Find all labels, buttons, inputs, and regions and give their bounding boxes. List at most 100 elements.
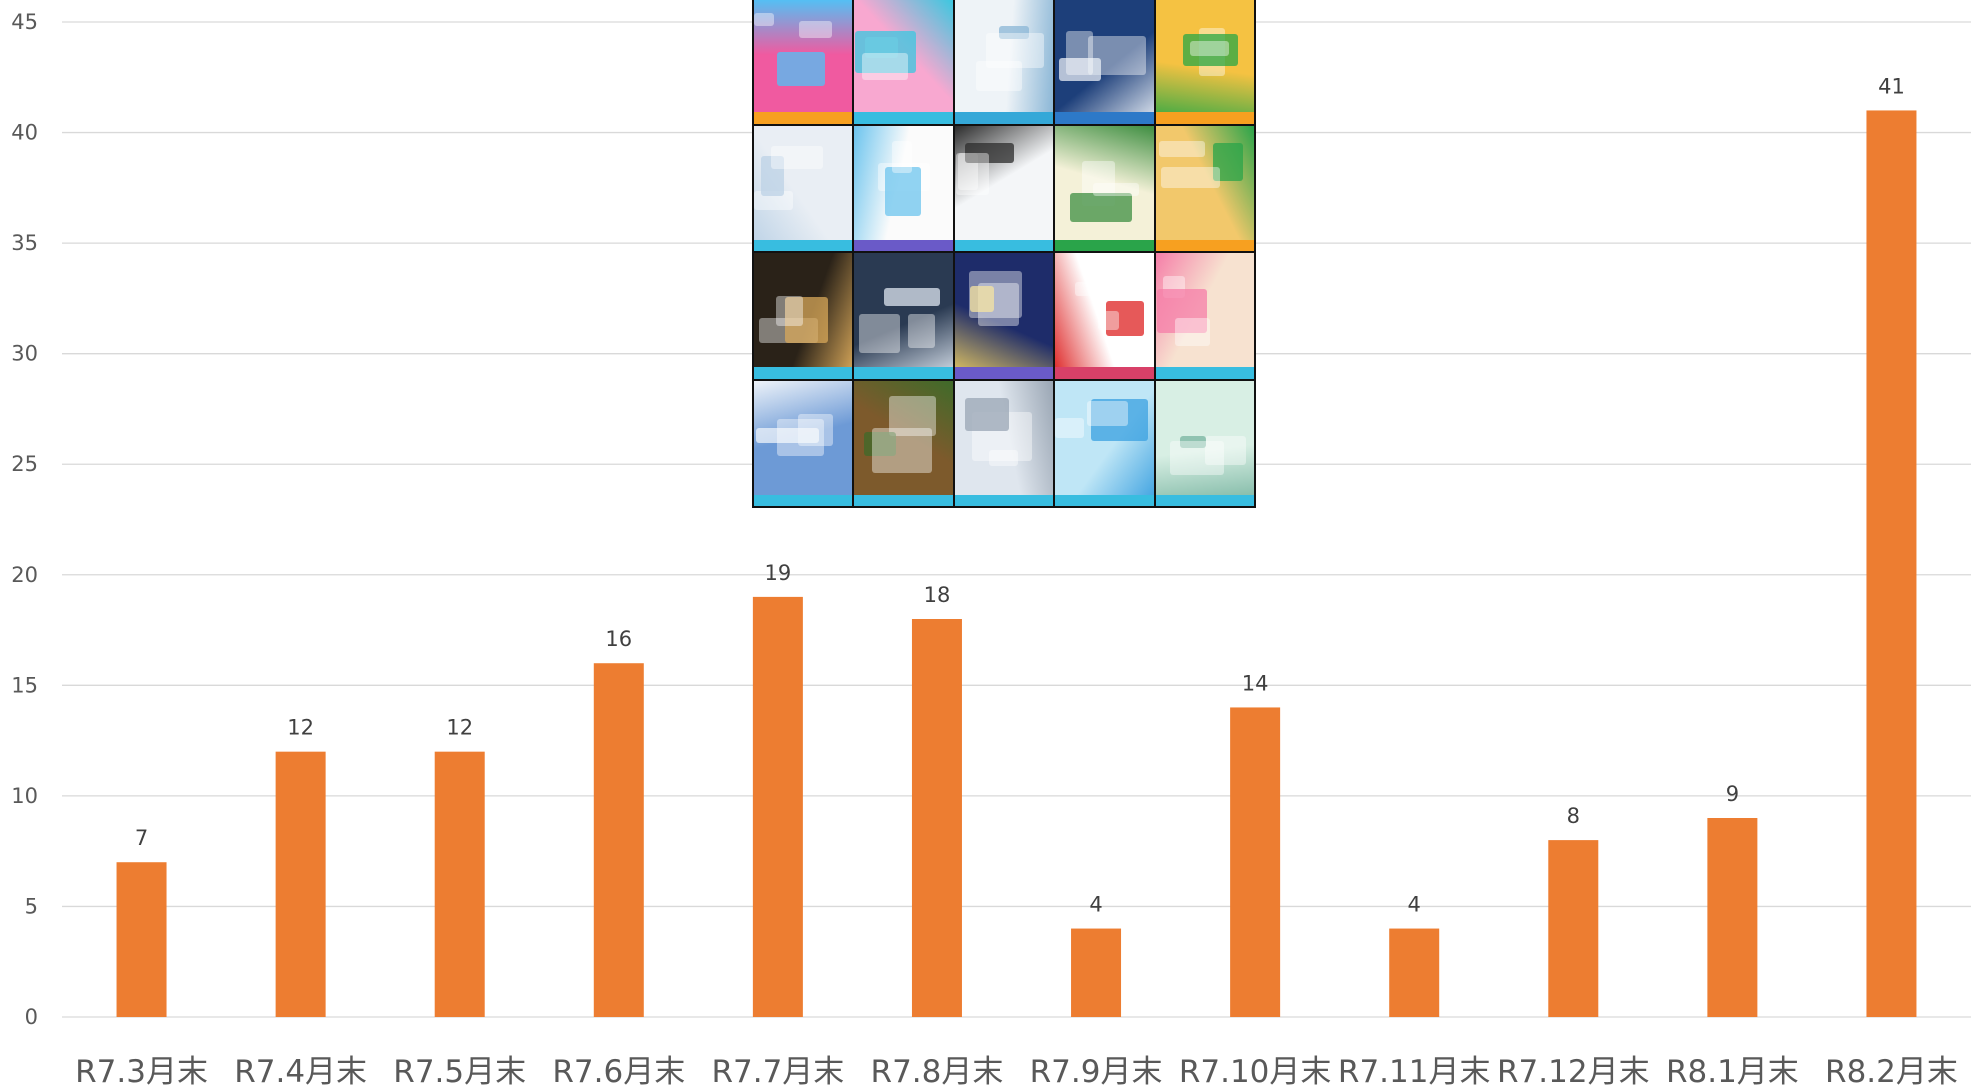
poster-graphic-shape bbox=[968, 270, 1022, 319]
poster-thumbnail bbox=[954, 0, 1054, 124]
data-label: 9 bbox=[1726, 782, 1739, 806]
y-tick-label: 40 bbox=[11, 121, 38, 145]
poster-thumbnail bbox=[854, 380, 953, 506]
poster-graphic-shape bbox=[891, 140, 913, 174]
poster-graphic-shape bbox=[1160, 166, 1220, 189]
poster-graphic-shape bbox=[1074, 281, 1128, 296]
x-category-label: R7.11月末 bbox=[1338, 1054, 1491, 1086]
poster-graphic-shape bbox=[864, 431, 896, 456]
y-tick-label: 20 bbox=[11, 563, 38, 587]
bar bbox=[116, 862, 167, 1017]
data-label: 16 bbox=[605, 627, 632, 651]
poster-graphic-shape bbox=[1170, 440, 1225, 475]
poster-graphic-shape bbox=[776, 51, 825, 86]
y-tick-label: 10 bbox=[11, 784, 38, 808]
poster-graphic-shape bbox=[969, 285, 995, 312]
poster-graphic-shape bbox=[755, 428, 819, 444]
poster-graphic-shape bbox=[754, 13, 774, 26]
poster-graphic-shape bbox=[1190, 40, 1230, 56]
poster-graphic-shape bbox=[855, 30, 917, 74]
poster-graphic-shape bbox=[770, 145, 823, 170]
poster-graphic-shape bbox=[862, 53, 908, 80]
poster-graphic-shape bbox=[964, 143, 1014, 164]
poster-graphic-shape bbox=[1069, 193, 1132, 223]
poster-graphic-shape bbox=[888, 395, 937, 436]
poster-thumbnail bbox=[1055, 0, 1154, 124]
poster-graphic-shape bbox=[964, 398, 1009, 431]
data-label: 4 bbox=[1408, 893, 1421, 917]
poster-graphic-shape bbox=[760, 155, 785, 196]
data-label: 8 bbox=[1567, 804, 1580, 828]
data-label: 14 bbox=[1242, 671, 1269, 695]
x-category-label: R7.8月末 bbox=[871, 1054, 1004, 1086]
y-tick-label: 0 bbox=[25, 1005, 38, 1029]
data-labels: 7 12 12 16 19 18 4 14 4 8 9 41 bbox=[135, 74, 1905, 916]
poster-thumbnail bbox=[1155, 0, 1254, 124]
bar bbox=[1230, 707, 1281, 1017]
poster-thumbnail bbox=[954, 380, 1054, 506]
y-tick-label: 35 bbox=[11, 231, 38, 255]
poster-graphic-shape bbox=[884, 166, 922, 216]
poster-collage-image bbox=[752, 0, 1256, 508]
bar bbox=[1707, 818, 1758, 1017]
poster-graphic-shape bbox=[1090, 399, 1148, 441]
poster-thumbnail bbox=[1155, 125, 1254, 251]
x-category-label: R7.4月末 bbox=[234, 1054, 367, 1086]
poster-graphic-shape bbox=[1156, 289, 1207, 334]
poster-thumbnail bbox=[854, 253, 953, 379]
x-category-label: R8.2月末 bbox=[1825, 1054, 1958, 1086]
poster-thumbnail bbox=[854, 0, 953, 124]
poster-thumbnail bbox=[854, 125, 953, 251]
poster-thumbnail bbox=[954, 125, 1054, 251]
poster-thumbnail bbox=[1055, 380, 1154, 506]
poster-thumbnail bbox=[1155, 380, 1254, 506]
poster-graphic-shape bbox=[784, 296, 828, 344]
poster-thumbnail bbox=[754, 125, 853, 251]
poster-graphic-shape bbox=[1097, 310, 1120, 330]
bar bbox=[434, 751, 485, 1017]
poster-graphic-shape bbox=[1180, 435, 1206, 449]
poster-graphic-shape bbox=[799, 20, 832, 39]
bar bbox=[593, 663, 644, 1017]
bar bbox=[275, 751, 326, 1017]
poster-graphic-shape bbox=[883, 288, 940, 306]
poster-graphic-shape bbox=[1055, 418, 1084, 439]
x-category-label: R7.5月末 bbox=[393, 1054, 526, 1086]
poster-graphic-shape bbox=[976, 60, 1022, 91]
data-label: 41 bbox=[1878, 74, 1905, 98]
poster-thumbnail bbox=[754, 380, 853, 506]
poster-graphic-shape bbox=[776, 419, 824, 456]
x-category-label: R8.1月末 bbox=[1666, 1054, 1799, 1086]
poster-thumbnail bbox=[1155, 253, 1254, 379]
x-category-label: R7.3月末 bbox=[75, 1054, 208, 1086]
x-category-label: R7.12月末 bbox=[1497, 1054, 1650, 1086]
y-tick-label: 25 bbox=[11, 452, 38, 476]
x-category-label: R7.7月末 bbox=[711, 1054, 844, 1086]
bar bbox=[911, 619, 962, 1017]
poster-graphic-shape bbox=[907, 314, 936, 349]
poster-graphic-shape bbox=[1175, 318, 1210, 346]
poster-graphic-shape bbox=[1059, 58, 1102, 81]
poster-graphic-shape bbox=[986, 33, 1045, 69]
poster-graphic-shape bbox=[955, 153, 990, 195]
poster-thumbnail bbox=[754, 253, 853, 379]
x-category-label: R7.9月末 bbox=[1030, 1054, 1163, 1086]
poster-graphic-shape bbox=[1204, 435, 1247, 465]
poster-thumbnail bbox=[1055, 253, 1154, 379]
bar bbox=[1866, 110, 1917, 1017]
data-label: 4 bbox=[1089, 893, 1102, 917]
data-label: 18 bbox=[924, 583, 951, 607]
poster-graphic-shape bbox=[1106, 300, 1144, 336]
x-axis-categories: R7.3月末 R7.4月末 R7.5月末 R7.6月末 R7.7月末 R7.8月末 R7.9… bbox=[75, 1054, 1958, 1086]
bar bbox=[1548, 840, 1599, 1017]
poster-graphic-shape bbox=[1066, 30, 1093, 75]
poster-graphic-shape bbox=[1086, 400, 1128, 426]
poster-graphic-shape bbox=[999, 25, 1029, 40]
poster-graphic-shape bbox=[775, 295, 804, 326]
bar bbox=[1389, 928, 1440, 1017]
poster-thumbnail bbox=[754, 0, 853, 124]
poster-graphic-shape bbox=[872, 428, 933, 474]
poster-graphic-shape bbox=[989, 449, 1018, 466]
x-category-label: R7.6月末 bbox=[552, 1054, 685, 1086]
